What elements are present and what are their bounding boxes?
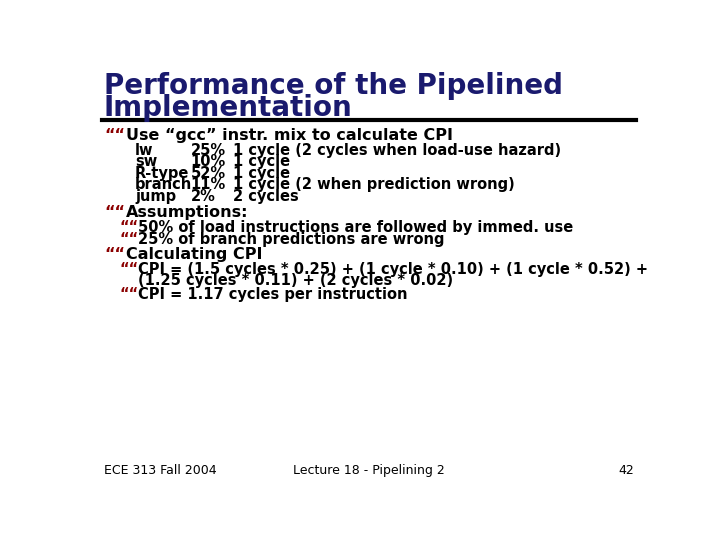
Text: ““: ““ bbox=[120, 232, 139, 247]
Text: lw: lw bbox=[135, 143, 153, 158]
Text: ““: ““ bbox=[104, 128, 125, 143]
Text: CPI = 1.17 cycles per instruction: CPI = 1.17 cycles per instruction bbox=[138, 287, 408, 302]
Text: ““: ““ bbox=[120, 220, 139, 234]
Text: ““: ““ bbox=[120, 262, 139, 277]
Text: Assumptions:: Assumptions: bbox=[126, 205, 248, 220]
Text: 1 cycle: 1 cycle bbox=[233, 166, 290, 181]
Text: CPI = (1.5 cycles * 0.25) + (1 cycle * 0.10) + (1 cycle * 0.52) +: CPI = (1.5 cycles * 0.25) + (1 cycle * 0… bbox=[138, 262, 648, 277]
Text: jump: jump bbox=[135, 189, 176, 204]
Text: branch: branch bbox=[135, 177, 192, 192]
Text: 52%: 52% bbox=[191, 166, 226, 181]
Text: 50% of load instructions are followed by immed. use: 50% of load instructions are followed by… bbox=[138, 220, 573, 234]
Text: Implementation: Implementation bbox=[104, 94, 353, 122]
Text: R-type: R-type bbox=[135, 166, 189, 181]
Text: 10%: 10% bbox=[191, 154, 226, 169]
Text: ““: ““ bbox=[104, 247, 125, 262]
Text: 11%: 11% bbox=[191, 177, 226, 192]
Text: (1.25 cycles * 0.11) + (2 cycles * 0.02): (1.25 cycles * 0.11) + (2 cycles * 0.02) bbox=[138, 273, 453, 288]
Text: ECE 313 Fall 2004: ECE 313 Fall 2004 bbox=[104, 464, 217, 477]
Text: Lecture 18 - Pipelining 2: Lecture 18 - Pipelining 2 bbox=[293, 464, 445, 477]
Text: 1 cycle (2 when prediction wrong): 1 cycle (2 when prediction wrong) bbox=[233, 177, 515, 192]
Text: Performance of the Pipelined: Performance of the Pipelined bbox=[104, 72, 563, 100]
Text: 2 cycles: 2 cycles bbox=[233, 189, 299, 204]
Text: ““: ““ bbox=[120, 287, 139, 302]
Text: 2%: 2% bbox=[191, 189, 215, 204]
Text: 1 cycle: 1 cycle bbox=[233, 154, 290, 169]
Text: sw: sw bbox=[135, 154, 157, 169]
Text: Calculating CPI: Calculating CPI bbox=[126, 247, 262, 262]
Text: ““: ““ bbox=[104, 205, 125, 220]
Text: Use “gcc” instr. mix to calculate CPI: Use “gcc” instr. mix to calculate CPI bbox=[126, 128, 453, 143]
Text: 25% of branch predictions are wrong: 25% of branch predictions are wrong bbox=[138, 232, 444, 247]
Text: 1 cycle (2 cycles when load-use hazard): 1 cycle (2 cycles when load-use hazard) bbox=[233, 143, 562, 158]
Text: 25%: 25% bbox=[191, 143, 226, 158]
Text: 42: 42 bbox=[618, 464, 634, 477]
